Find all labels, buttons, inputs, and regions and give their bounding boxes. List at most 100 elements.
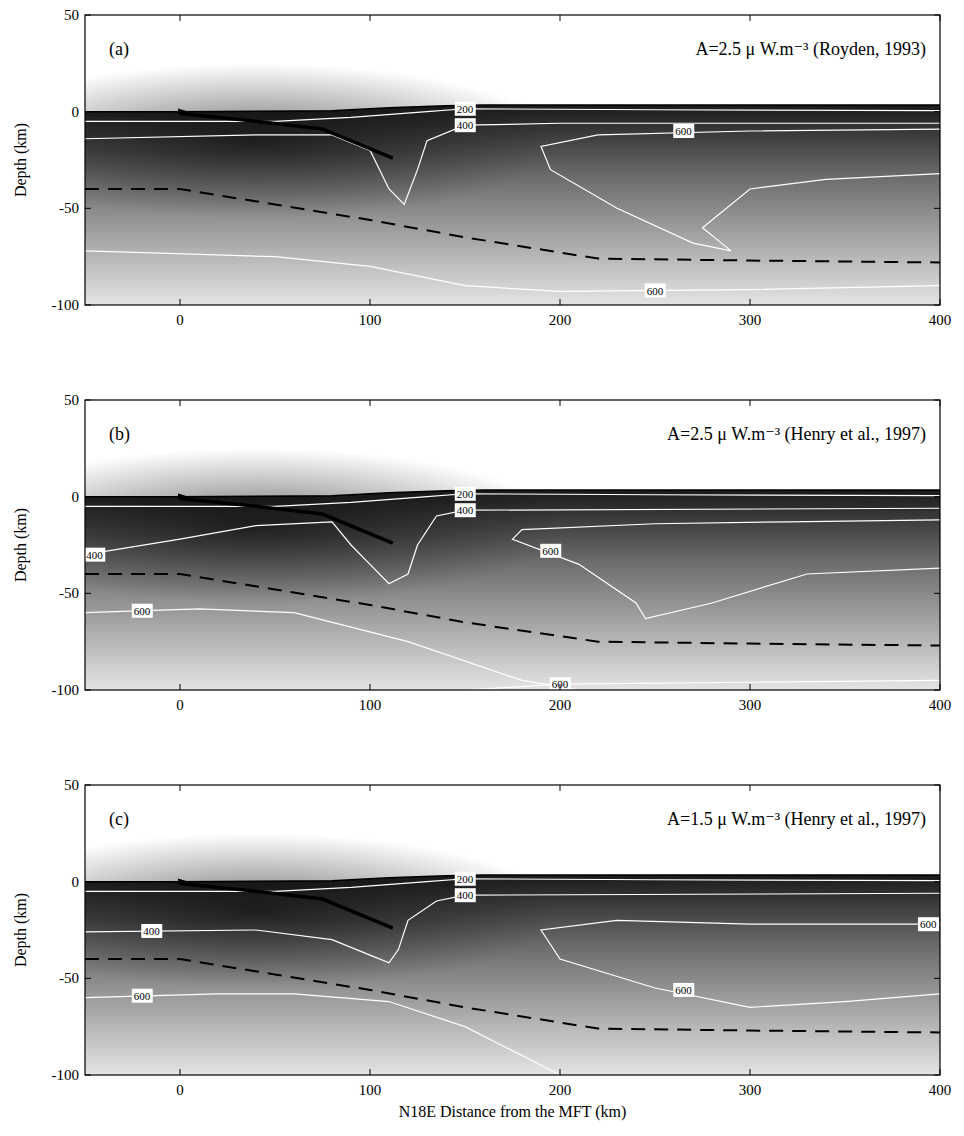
panel-label: (a) xyxy=(109,39,129,60)
x-tick xyxy=(940,299,941,305)
x-tick xyxy=(560,400,561,406)
contour-label: 400 xyxy=(457,504,474,516)
y-tick xyxy=(85,208,91,209)
y-tick xyxy=(85,690,91,691)
x-tick xyxy=(750,400,751,406)
panel: 2004004006006006000100200300400-100-5005… xyxy=(0,777,951,1121)
y-tick-label: 50 xyxy=(64,392,79,408)
contour-label: 600 xyxy=(552,678,569,690)
contour-line xyxy=(85,109,940,122)
contour-label-patch xyxy=(455,888,476,902)
y-tick-label: 0 xyxy=(72,874,80,890)
contour-label-patch xyxy=(540,544,561,558)
frame xyxy=(85,15,940,305)
contour-label-patch xyxy=(84,548,105,562)
moho-line xyxy=(85,189,940,262)
x-tick xyxy=(370,785,371,791)
x-tick xyxy=(940,785,941,791)
contour-label-patch xyxy=(455,503,476,517)
contour-line xyxy=(85,494,940,507)
y-tick xyxy=(934,496,940,497)
panel-title: A=2.5 μ W.m⁻³ (Royden, 1993) xyxy=(695,39,926,60)
x-tick xyxy=(560,15,561,21)
fault-trace xyxy=(180,499,393,543)
y-tick xyxy=(934,111,940,112)
contour-line xyxy=(513,520,941,619)
y-tick xyxy=(934,978,940,979)
y-tick xyxy=(85,305,91,306)
x-tick-label: 300 xyxy=(739,312,762,328)
x-tick xyxy=(560,785,561,791)
plot-area xyxy=(85,448,940,690)
x-tick-label: 0 xyxy=(176,697,184,713)
contour-label: 600 xyxy=(647,285,664,297)
y-tick xyxy=(934,881,940,882)
contour-label: 200 xyxy=(457,103,474,115)
x-tick xyxy=(180,299,181,305)
x-tick xyxy=(940,400,941,406)
contour-label-patch xyxy=(673,983,694,997)
thrust-symbol xyxy=(178,879,188,885)
x-tick xyxy=(750,785,751,791)
y-tick xyxy=(85,785,91,786)
y-tick xyxy=(934,593,940,594)
contour-line xyxy=(85,123,940,204)
contour-label: 200 xyxy=(457,873,474,885)
contour-label-patch xyxy=(550,677,571,691)
contour-label-patch xyxy=(918,917,939,931)
figure: 200 400 600 600 0 100 200 300 400 -100 -50 0 50 Depth… xyxy=(0,0,964,1136)
y-axis-title: Depth (km) xyxy=(12,123,30,197)
x-tick xyxy=(560,1069,561,1075)
x-tick xyxy=(750,1069,751,1075)
y-tick-label: -50 xyxy=(59,200,79,216)
x-tick xyxy=(560,299,561,305)
x-tick-label: 0 xyxy=(176,312,184,328)
y-tick xyxy=(85,496,91,497)
x-tick-label: 100 xyxy=(359,312,382,328)
x-tick xyxy=(180,400,181,406)
x-tick xyxy=(940,684,941,690)
contour-label: 600 xyxy=(542,545,559,557)
x-tick xyxy=(750,684,751,690)
frame xyxy=(85,400,940,690)
thrust-symbol xyxy=(178,494,188,500)
x-tick xyxy=(370,15,371,21)
y-tick xyxy=(934,400,940,401)
contour-line xyxy=(541,920,940,1007)
x-tick-label: 200 xyxy=(549,1082,572,1098)
panel: 2004004006006006000100200300400-100-5005… xyxy=(0,392,951,713)
x-tick xyxy=(750,299,751,305)
moho-line xyxy=(85,574,940,646)
x-axis-title: N18E Distance from the MFT (km) xyxy=(399,1103,627,1121)
x-tick-label: 100 xyxy=(359,1082,382,1098)
contour-label: 600 xyxy=(920,918,937,930)
contour-line xyxy=(85,893,940,963)
contour-label-patch xyxy=(455,118,476,132)
cold-wedge-shade xyxy=(85,833,560,988)
contour-label-patch xyxy=(132,604,153,618)
y-tick-label: 50 xyxy=(64,7,79,23)
y-tick xyxy=(85,593,91,594)
x-tick xyxy=(560,684,561,690)
contour-line xyxy=(85,994,560,1075)
contour-label-patch xyxy=(455,487,476,501)
contour-line xyxy=(465,680,940,690)
y-tick-label: -100 xyxy=(52,1067,80,1083)
contour-label: 200 xyxy=(457,488,474,500)
plot-area xyxy=(85,63,940,305)
panel-title: A=1.5 μ W.m⁻³ (Henry et al., 1997) xyxy=(667,809,926,830)
contour-line xyxy=(85,609,579,690)
x-tick xyxy=(370,299,371,305)
plot-area xyxy=(85,833,940,1075)
panel-label: (b) xyxy=(109,424,130,445)
contour-label-patch xyxy=(455,102,476,116)
x-tick-label: 300 xyxy=(739,1082,762,1098)
x-tick-label: 400 xyxy=(929,697,952,713)
x-tick xyxy=(370,684,371,690)
x-tick-label: 400 xyxy=(929,1082,952,1098)
contour-label-patch xyxy=(132,989,153,1003)
x-tick-label: 100 xyxy=(359,697,382,713)
y-tick-label: -50 xyxy=(59,970,79,986)
x-tick-label: 300 xyxy=(739,697,762,713)
moho-line xyxy=(85,959,940,1032)
